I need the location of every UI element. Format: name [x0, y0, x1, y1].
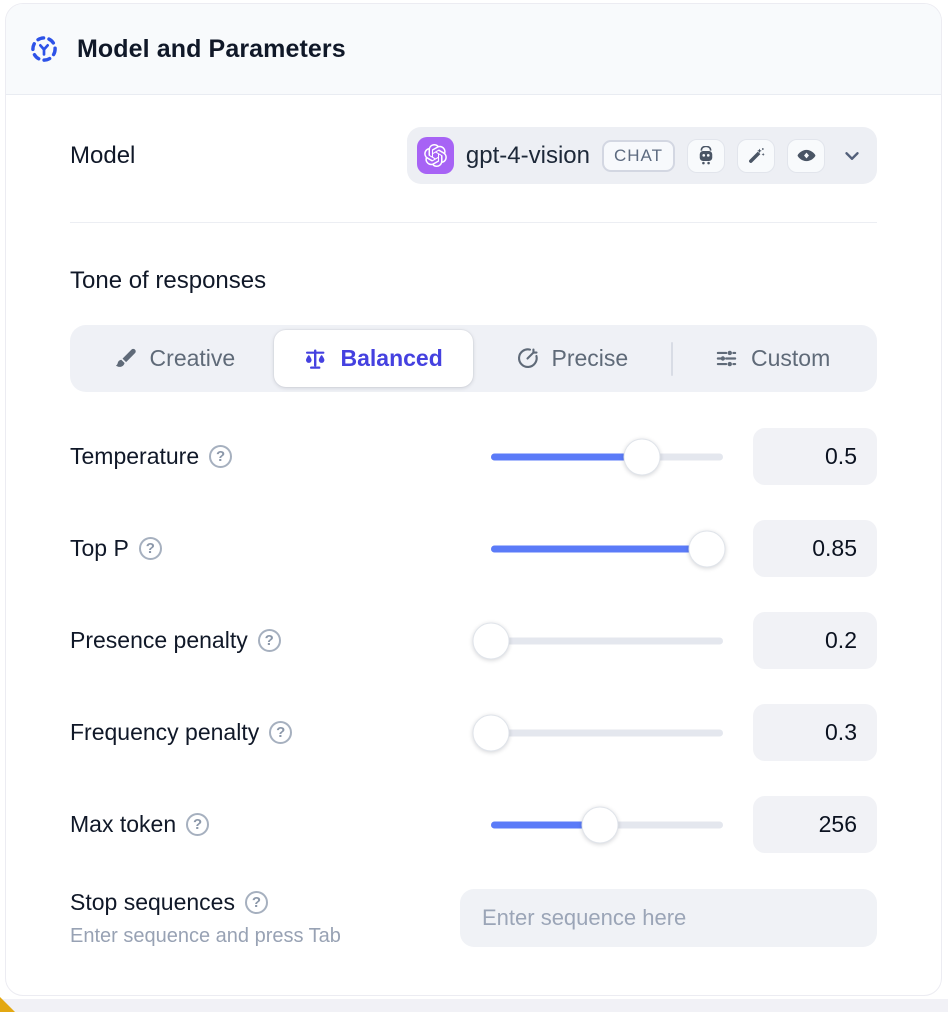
param-label-text: Top P	[70, 535, 129, 561]
slider-fill	[491, 453, 642, 460]
tone-heading: Tone of responses	[70, 267, 267, 294]
slider-track	[491, 453, 723, 460]
stop-sequences-label: Stop sequences	[70, 889, 235, 915]
tone-option-custom[interactable]: Custom	[673, 330, 872, 387]
param-row-max-token: Max token 256	[70, 796, 877, 853]
help-icon[interactable]	[209, 445, 233, 468]
model-name: gpt-4-vision	[465, 141, 590, 169]
slider-fill	[491, 821, 601, 828]
help-icon[interactable]	[138, 537, 162, 560]
param-row-frequency-penalty: Frequency penalty 0.3	[70, 704, 877, 761]
param-label: Top P	[70, 535, 162, 562]
robot-icon	[687, 138, 725, 173]
help-icon[interactable]	[244, 891, 268, 914]
openai-logo-icon	[416, 137, 454, 174]
slider-thumb[interactable]	[581, 806, 619, 843]
stop-sequences-row: Stop sequences Enter sequence and press …	[70, 889, 877, 948]
help-icon[interactable]	[257, 629, 281, 652]
help-icon[interactable]	[269, 721, 293, 744]
stop-sequence-input[interactable]	[460, 889, 877, 947]
param-label-text: Presence penalty	[70, 627, 248, 653]
tone-option-precise[interactable]: Precise	[473, 330, 672, 387]
presence-penalty-value: 0.2	[753, 612, 877, 669]
slider-thumb[interactable]	[688, 530, 726, 567]
slider-thumb[interactable]	[623, 438, 661, 475]
slider-track	[491, 545, 723, 552]
tone-segmented-control: Creative Balanced	[70, 325, 877, 392]
tone-option-label: Precise	[551, 345, 629, 371]
help-icon[interactable]	[186, 813, 210, 836]
param-label-text: Temperature	[70, 443, 200, 469]
chat-type-badge: CHAT	[601, 139, 675, 172]
scales-icon	[303, 347, 327, 371]
presence-penalty-slider[interactable]	[472, 622, 723, 659]
temperature-value: 0.5	[753, 428, 877, 485]
param-label-text: Max token	[70, 811, 177, 837]
slider-thumb[interactable]	[472, 714, 510, 751]
param-row-presence-penalty: Presence penalty 0.2	[70, 612, 877, 669]
slider-thumb[interactable]	[472, 622, 510, 659]
top-p-slider[interactable]	[491, 530, 726, 567]
temperature-slider[interactable]	[491, 438, 723, 475]
top-p-value: 0.85	[753, 520, 877, 577]
segment-divider	[671, 341, 674, 376]
param-label: Temperature	[70, 443, 233, 470]
tone-option-balanced[interactable]: Balanced	[273, 330, 473, 387]
param-row-top-p: Top P 0.85	[70, 520, 877, 577]
stop-sequences-labels: Stop sequences Enter sequence and press …	[70, 889, 341, 948]
tone-option-label: Custom	[751, 345, 831, 371]
panel-header: Model and Parameters	[6, 4, 941, 95]
param-label: Presence penalty	[70, 627, 281, 654]
slider-fill	[491, 545, 707, 552]
tone-option-creative[interactable]: Creative	[75, 330, 274, 387]
slider-track	[491, 637, 723, 644]
settings-card: Model and Parameters Model gpt-4-vision …	[5, 3, 942, 996]
sliders-icon	[715, 347, 738, 370]
parameters-list: Temperature 0.5 Top P	[70, 428, 877, 853]
eye-icon	[787, 138, 825, 173]
tone-option-label: Creative	[149, 345, 236, 371]
model-selector[interactable]: gpt-4-vision CHAT	[406, 127, 877, 184]
background-strip	[0, 999, 948, 1012]
paintbrush-icon	[114, 347, 137, 370]
model-hub-icon	[30, 35, 58, 63]
frequency-penalty-slider[interactable]	[472, 714, 723, 751]
param-label-text: Frequency penalty	[70, 719, 260, 745]
max-token-slider[interactable]	[491, 806, 723, 843]
section-divider	[70, 222, 877, 223]
frequency-penalty-value: 0.3	[753, 704, 877, 761]
param-label: Frequency penalty	[70, 719, 293, 746]
stop-sequences-hint: Enter sequence and press Tab	[70, 925, 341, 947]
panel-title: Model and Parameters	[77, 34, 346, 63]
chevron-down-icon	[841, 145, 863, 167]
param-row-temperature: Temperature 0.5	[70, 428, 877, 485]
max-token-value: 256	[753, 796, 877, 853]
model-label: Model	[70, 141, 136, 169]
tone-option-label: Balanced	[340, 345, 443, 371]
magic-wand-icon	[737, 138, 775, 173]
slider-track	[491, 729, 723, 736]
param-label: Max token	[70, 811, 210, 838]
target-icon	[516, 347, 539, 370]
